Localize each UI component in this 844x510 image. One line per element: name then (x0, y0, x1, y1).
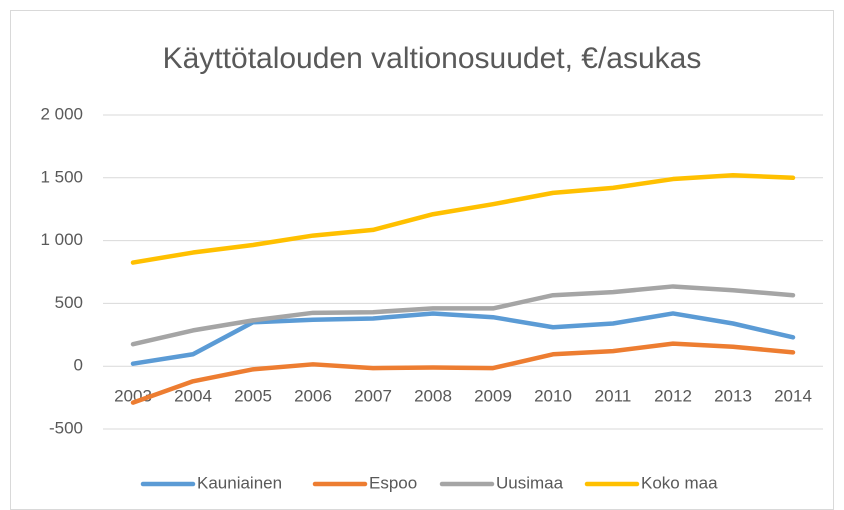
series-line (130, 284, 796, 347)
x-tick-label: 2014 (774, 387, 812, 406)
x-tick-label: 2013 (714, 387, 752, 406)
chart-title: Käyttötalouden valtionosuudet, €/asukas (163, 42, 702, 75)
x-tick-label: 2010 (534, 387, 572, 406)
legend-label: Kauniainen (197, 473, 282, 492)
x-tick-label: 2005 (234, 387, 272, 406)
x-tick-label: 2006 (294, 387, 332, 406)
series-line (130, 173, 796, 265)
x-tick-label: 2008 (414, 387, 452, 406)
x-tick-label: 2007 (354, 387, 392, 406)
y-tick-label: 2 000 (40, 104, 83, 123)
chart-frame (10, 10, 834, 510)
y-tick-label: 1 500 (40, 167, 83, 186)
y-tick-label: 1 000 (40, 230, 83, 249)
series-line (130, 311, 796, 366)
x-tick-label: 2011 (595, 387, 632, 406)
y-tick-label: 500 (55, 293, 83, 312)
x-tick-label: 2012 (654, 387, 692, 406)
series-line (130, 341, 796, 405)
legend-label: Koko maa (641, 473, 718, 492)
legend-label: Uusimaa (496, 473, 564, 492)
x-tick-label: 2004 (174, 387, 212, 406)
legend-label: Espoo (369, 473, 417, 492)
y-tick-label: -500 (49, 418, 83, 437)
x-tick-label: 2009 (474, 387, 512, 406)
y-tick-label: 0 (74, 356, 83, 375)
